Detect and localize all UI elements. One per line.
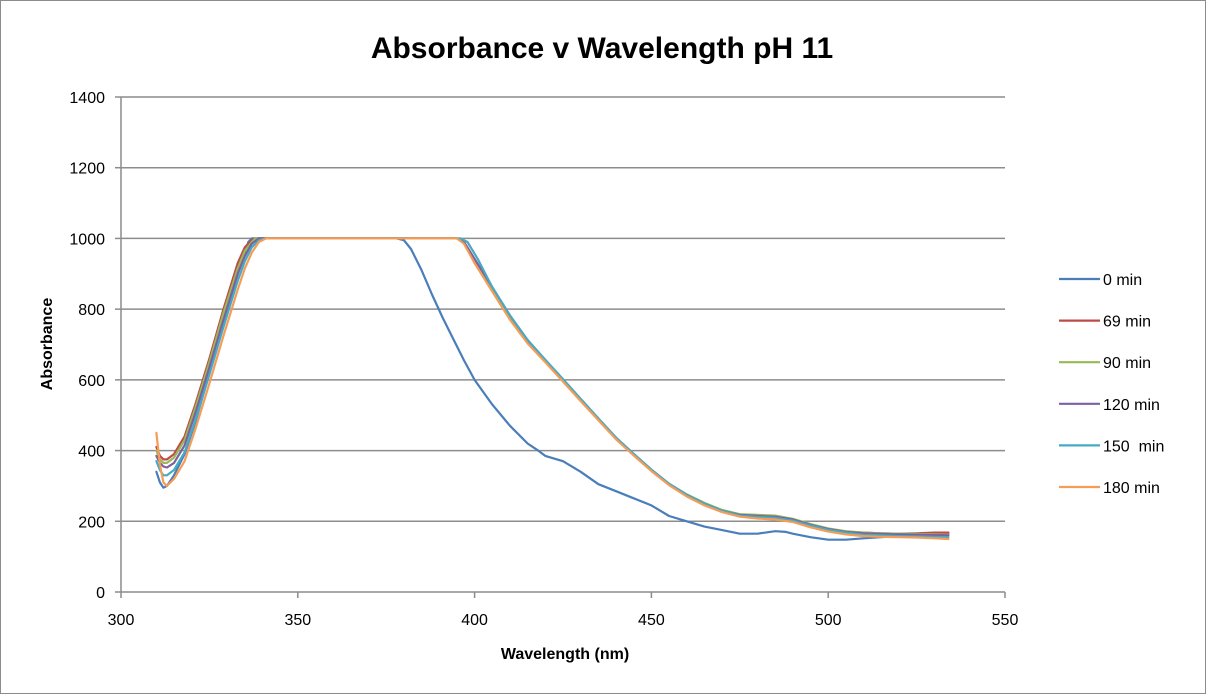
y-tick-label: 800 xyxy=(78,302,105,319)
legend-label: 180 min xyxy=(1103,480,1160,497)
y-tick-label: 600 xyxy=(78,373,105,390)
x-tick-label: 400 xyxy=(461,612,488,629)
y-tick-label: 1400 xyxy=(69,90,105,107)
y-tick-label: 1200 xyxy=(69,161,105,178)
gridlines xyxy=(121,96,1005,523)
series-line-69-min xyxy=(155,237,950,535)
x-tick-label: 350 xyxy=(284,612,311,629)
chart-title: Absorbance v Wavelength pH 11 xyxy=(371,32,833,65)
series-line-120-min xyxy=(155,237,950,537)
legend-label: 0 min xyxy=(1103,272,1142,289)
legend: 0 min 69 min 90 min 120 min 150 min 180 min xyxy=(1059,272,1164,497)
y-tick-label: 200 xyxy=(78,514,105,531)
legend-label: 150 min xyxy=(1103,438,1164,455)
series-line-180-min xyxy=(155,237,950,541)
series-lines xyxy=(155,237,950,541)
legend-label: 90 min xyxy=(1103,355,1151,372)
legend-label: 69 min xyxy=(1103,314,1151,331)
y-tick-label: 400 xyxy=(78,444,105,461)
y-axis-label: Absorbance xyxy=(39,298,56,391)
x-tick-label: 450 xyxy=(638,612,665,629)
x-tick-label: 300 xyxy=(108,612,135,629)
y-tick-labels: 0 200 400 600 800 1000 1200 1400 xyxy=(69,90,105,602)
axes xyxy=(115,96,1006,598)
series-line-0-min xyxy=(155,237,950,541)
series-line-90-min xyxy=(155,237,950,536)
y-tick-label: 0 xyxy=(96,585,105,602)
y-tick-label: 1000 xyxy=(69,231,105,248)
x-tick-labels: 300 350 400 450 500 550 xyxy=(108,612,1019,629)
x-tick-label: 500 xyxy=(815,612,842,629)
x-tick-label: 550 xyxy=(992,612,1019,629)
series-line-150-min xyxy=(155,237,950,539)
legend-label: 120 min xyxy=(1103,397,1160,414)
x-axis-label: Wavelength (nm) xyxy=(501,646,629,663)
